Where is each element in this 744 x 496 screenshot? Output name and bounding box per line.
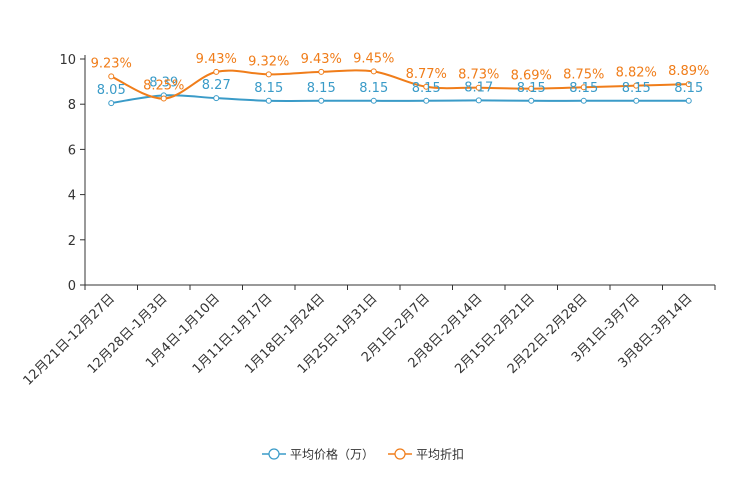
legend-label: 平均折扣 bbox=[416, 447, 464, 462]
legend-item-discount: 平均折扣 bbox=[388, 447, 464, 462]
y-tick-label: 6 bbox=[68, 143, 76, 158]
data-label-price: 8.15 bbox=[359, 81, 388, 96]
data-point-discount bbox=[318, 68, 325, 75]
data-label-discount: 9.32% bbox=[248, 54, 289, 69]
data-label-discount: 9.23% bbox=[91, 56, 132, 71]
data-label-price: 8.15 bbox=[674, 81, 703, 96]
data-label-discount: 8.69% bbox=[511, 69, 552, 84]
series-line-price bbox=[111, 94, 689, 105]
data-point-price bbox=[108, 100, 115, 107]
data-point-discount bbox=[423, 83, 430, 90]
data-label-discount: 8.82% bbox=[616, 66, 657, 81]
data-point-price bbox=[213, 95, 220, 102]
data-label-price: 8.17 bbox=[464, 80, 493, 95]
data-label-discount: 8.89% bbox=[668, 64, 709, 79]
y-tick-label: 8 bbox=[68, 98, 76, 113]
data-point-discount bbox=[265, 71, 272, 78]
y-tick-label: 0 bbox=[68, 279, 76, 294]
data-point-price bbox=[633, 97, 640, 104]
legend-circle-icon bbox=[394, 448, 406, 460]
data-point-discount bbox=[633, 82, 640, 89]
data-label-discount: 8.73% bbox=[458, 68, 499, 83]
data-label-discount: 8.25% bbox=[143, 79, 184, 94]
data-label-price: 8.15 bbox=[517, 81, 546, 96]
data-label-price: 8.15 bbox=[412, 81, 441, 96]
data-point-price bbox=[528, 97, 535, 104]
data-label-price: 8.05 bbox=[97, 83, 126, 98]
data-label-discount: 9.45% bbox=[353, 51, 394, 66]
y-tick-label: 10 bbox=[59, 53, 76, 68]
data-point-price bbox=[580, 97, 587, 104]
data-label-price: 8.15 bbox=[254, 81, 283, 96]
data-point-discount bbox=[685, 81, 692, 88]
data-point-discount bbox=[370, 68, 377, 75]
data-label-discount: 9.43% bbox=[301, 52, 342, 67]
data-point-price bbox=[423, 97, 430, 104]
data-point-discount bbox=[108, 73, 115, 80]
data-label-price: 8.15 bbox=[622, 81, 651, 96]
y-tick-label: 4 bbox=[68, 189, 76, 204]
data-point-discount bbox=[475, 84, 482, 91]
data-label-discount: 9.43% bbox=[196, 52, 237, 67]
data-point-discount bbox=[528, 85, 535, 92]
data-point-price bbox=[370, 97, 377, 104]
legend-circle-icon bbox=[268, 448, 280, 460]
data-point-price bbox=[475, 97, 482, 104]
data-label-discount: 8.75% bbox=[563, 67, 604, 82]
legend-label: 平均价格（万） bbox=[290, 447, 374, 462]
legend-item-price: 平均价格（万） bbox=[262, 447, 374, 462]
data-point-price bbox=[685, 97, 692, 104]
data-point-price bbox=[318, 97, 325, 104]
series-line-discount bbox=[110, 69, 689, 100]
data-label-price: 8.15 bbox=[569, 81, 598, 96]
x-tick-label: 12月21日-12月27日 bbox=[21, 291, 118, 388]
data-label-price: 8.39 bbox=[149, 75, 178, 90]
y-tick-label: 2 bbox=[68, 234, 76, 249]
data-label-price: 8.27 bbox=[202, 78, 231, 93]
data-label-discount: 8.77% bbox=[406, 67, 447, 82]
data-label-price: 8.15 bbox=[307, 81, 336, 96]
data-point-price bbox=[265, 97, 272, 104]
data-point-discount bbox=[213, 68, 220, 75]
data-point-discount bbox=[160, 95, 167, 102]
data-point-discount bbox=[580, 84, 587, 91]
